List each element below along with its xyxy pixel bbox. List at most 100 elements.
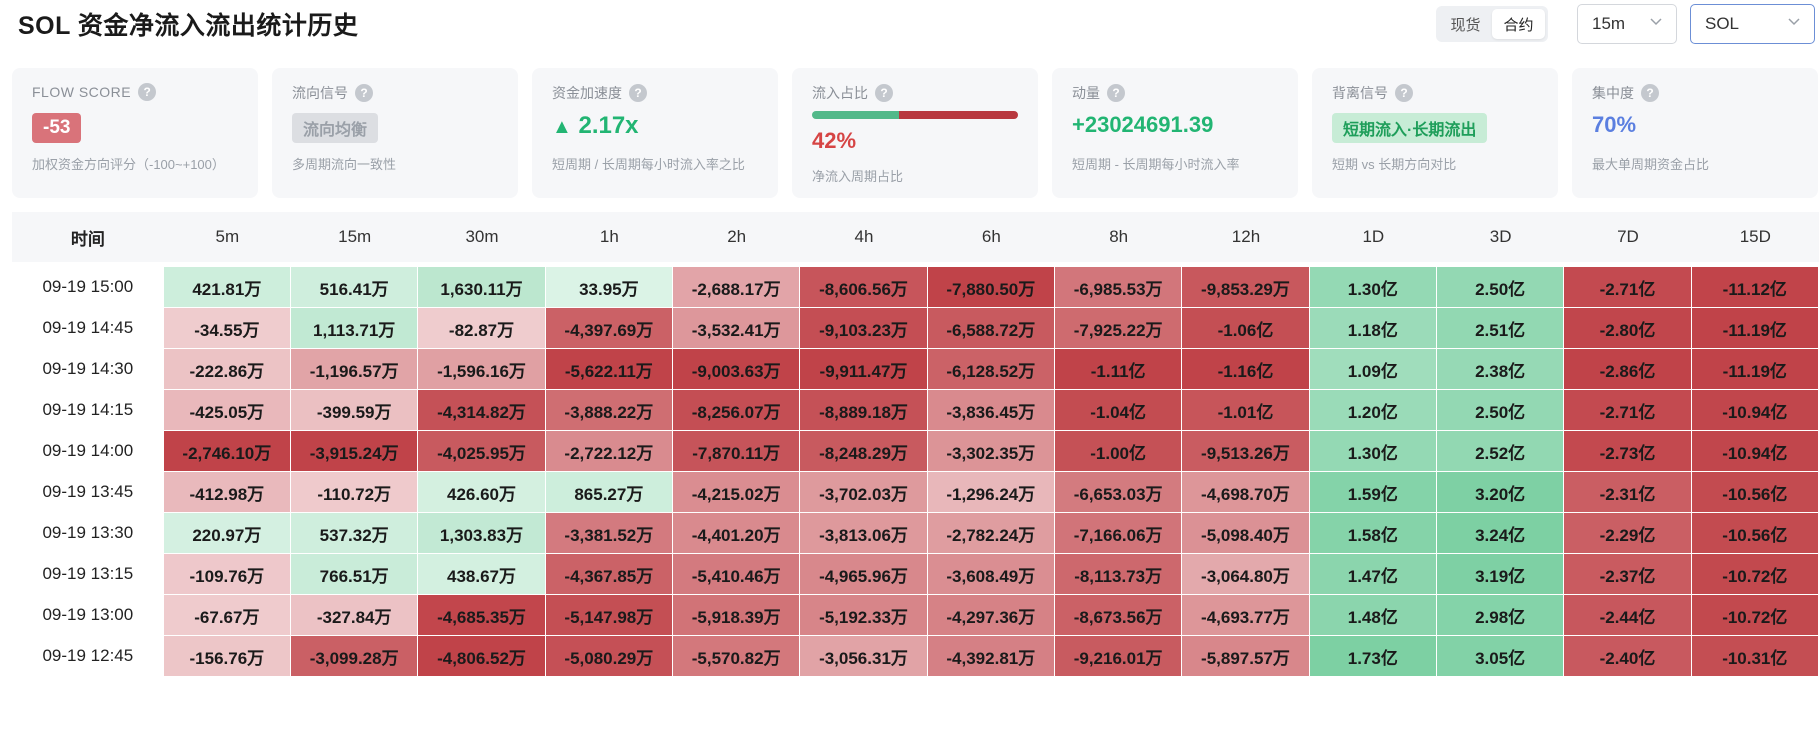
flow-cell-6h: -3,836.45万 bbox=[927, 390, 1054, 430]
flow-cell-5m: -156.76万 bbox=[163, 636, 291, 676]
flow-cell-15d: -11.19亿 bbox=[1691, 349, 1818, 389]
row-time: 09-19 13:15 bbox=[42, 564, 134, 583]
help-icon[interactable]: ? bbox=[138, 83, 157, 101]
symbol-select[interactable]: SOL bbox=[1690, 4, 1815, 44]
momentum-label: 动量 bbox=[1072, 85, 1100, 101]
help-icon[interactable]: ? bbox=[875, 84, 893, 102]
flow-score-sub: 加权资金方向评分（-100~+100） bbox=[32, 157, 225, 172]
column-header-8h[interactable]: 8h bbox=[1109, 227, 1129, 246]
symbol-select-value: SOL bbox=[1705, 14, 1740, 33]
flow-score-label: FLOW SCORE bbox=[32, 84, 132, 100]
flow-cell-7d: -2.44亿 bbox=[1564, 595, 1691, 635]
flow-cell-12h: -1.16亿 bbox=[1182, 349, 1309, 389]
help-icon[interactable]: ? bbox=[629, 84, 647, 102]
inflow-ratio-sub: 净流入周期占比 bbox=[812, 169, 904, 184]
flow-cell-15d: -10.94亿 bbox=[1691, 390, 1818, 430]
flow-cell-2h: -8,256.07万 bbox=[673, 390, 800, 430]
column-header-15m[interactable]: 15m bbox=[338, 227, 372, 246]
flow-cell-1h: -2,722.12万 bbox=[545, 431, 672, 471]
table-row: 09-19 14:45 -34.55万 1,113.71万 -82.87万 -4,397… bbox=[12, 308, 1819, 348]
flow-cell-15d: -10.56亿 bbox=[1691, 513, 1818, 553]
column-header-12h[interactable]: 12h bbox=[1231, 227, 1261, 246]
outflow-ratio-fill bbox=[898, 111, 1018, 119]
flow-cell-6h: -6,128.52万 bbox=[927, 349, 1054, 389]
flow-cell-4h: -8,606.56万 bbox=[800, 267, 927, 307]
column-header-4h[interactable]: 4h bbox=[854, 227, 874, 246]
flow-cell-3d: 2.38亿 bbox=[1436, 349, 1564, 389]
momentum-sub: 短周期 - 长周期每小时流入率 bbox=[1072, 157, 1240, 172]
flow-cell-1d: 1.73亿 bbox=[1309, 636, 1436, 676]
concentration-sub: 最大单周期资金占比 bbox=[1592, 157, 1710, 172]
column-header-3d[interactable]: 3D bbox=[1489, 227, 1512, 246]
row-time: 09-19 13:00 bbox=[42, 605, 134, 624]
flow-cell-8h: -7,166.06万 bbox=[1054, 513, 1182, 553]
help-icon[interactable]: ? bbox=[1395, 84, 1413, 102]
flow-cell-7d: -2.86亿 bbox=[1564, 349, 1691, 389]
tab-spot[interactable]: 现货 bbox=[1450, 16, 1481, 34]
column-header-1d[interactable]: 1D bbox=[1362, 227, 1385, 246]
page-title: SOL 资金净流入流出统计历史 bbox=[18, 12, 359, 40]
help-icon[interactable]: ? bbox=[1107, 84, 1125, 102]
flow-cell-6h: -3,302.35万 bbox=[927, 431, 1054, 471]
flow-cell-4h: -5,192.33万 bbox=[800, 595, 927, 635]
flow-cell-8h: -8,113.73万 bbox=[1054, 554, 1182, 594]
flow-cell-3d: 2.98亿 bbox=[1436, 595, 1564, 635]
table-row: 09-19 13:30 220.97万 537.32万 1,303.83万 -3,381… bbox=[12, 513, 1819, 553]
inflow-ratio-bar bbox=[812, 111, 1018, 119]
flow-cell-4h: -3,702.03万 bbox=[800, 472, 927, 512]
tab-futures[interactable]: 合约 bbox=[1492, 9, 1545, 39]
row-time: 09-19 12:45 bbox=[42, 646, 134, 665]
column-header-7d[interactable]: 7D bbox=[1617, 227, 1639, 246]
market-type-switch: 现货 合约 bbox=[1436, 6, 1548, 42]
column-header-5m[interactable]: 5m bbox=[215, 227, 240, 246]
flow-cell-5m: -425.05万 bbox=[163, 390, 291, 430]
flow-cell-1d: 1.30亿 bbox=[1309, 267, 1436, 307]
flow-cell-3d: 3.24亿 bbox=[1436, 513, 1564, 553]
flow-cell-2h: -4,215.02万 bbox=[673, 472, 800, 512]
column-header-2h[interactable]: 2h bbox=[727, 227, 747, 246]
help-icon[interactable]: ? bbox=[355, 84, 373, 102]
flow-cell-1h: -3,888.22万 bbox=[545, 390, 672, 430]
flow-cell-8h: -6,653.03万 bbox=[1054, 472, 1182, 512]
flow-cell-4h: -4,965.96万 bbox=[800, 554, 927, 594]
flow-cell-30m: 1,303.83万 bbox=[418, 513, 545, 553]
row-time: 09-19 14:45 bbox=[42, 318, 134, 337]
top-bar: SOL 资金净流入流出统计历史 现货 合约 15m SOL bbox=[0, 0, 1819, 62]
help-icon[interactable]: ? bbox=[1641, 84, 1659, 102]
flow-cell-15m: -399.59万 bbox=[291, 390, 418, 430]
acceleration-sub: 短周期 / 长周期每小时流入率之比 bbox=[552, 157, 745, 172]
flow-cell-7d: -2.37亿 bbox=[1564, 554, 1691, 594]
flow-cell-8h: -7,925.22万 bbox=[1054, 308, 1182, 348]
acceleration-value: 2.17x bbox=[578, 112, 639, 139]
column-header-15d[interactable]: 15D bbox=[1739, 227, 1771, 246]
table-row: 09-19 14:30 -222.86万 -1,196.57万 -1,596.16万 -… bbox=[12, 349, 1819, 389]
column-header-6h[interactable]: 6h bbox=[981, 227, 1001, 246]
flow-cell-1h: 865.27万 bbox=[545, 472, 672, 512]
flow-cell-1h: -5,622.11万 bbox=[545, 349, 672, 389]
flow-cell-6h: -4,297.36万 bbox=[927, 595, 1054, 635]
flow-cell-30m: -1,596.16万 bbox=[418, 349, 545, 389]
column-header-30m[interactable]: 30m bbox=[465, 227, 499, 246]
flow-signal-label: 流向信号 bbox=[292, 85, 348, 101]
momentum-value: +23024691.39 bbox=[1072, 112, 1214, 137]
flow-cell-1d: 1.30亿 bbox=[1309, 431, 1436, 471]
flow-cell-2h: -7,870.11万 bbox=[673, 431, 800, 471]
flow-cell-8h: -1.11亿 bbox=[1054, 349, 1182, 389]
flow-cell-15d: -11.19亿 bbox=[1691, 308, 1818, 348]
interval-select[interactable]: 15m bbox=[1577, 4, 1677, 44]
momentum-card: 动量 ? +23024691.39 短周期 - 长周期每小时流入率 bbox=[1052, 68, 1298, 198]
flow-cell-7d: -2.31亿 bbox=[1564, 472, 1691, 512]
flow-cell-2h: -5,410.46万 bbox=[673, 554, 800, 594]
inflow-ratio-card: 流入占比 ? 42% 净流入周期占比 bbox=[792, 68, 1038, 198]
chevron-down-icon bbox=[1788, 18, 1800, 26]
flow-cell-15d: -10.72亿 bbox=[1691, 554, 1818, 594]
divergence-card: 背离信号 ? 短期流入·长期流出 短期 vs 长期方向对比 bbox=[1312, 68, 1558, 198]
flow-cell-30m: 438.67万 bbox=[418, 554, 545, 594]
flow-cell-2h: -2,688.17万 bbox=[673, 267, 800, 307]
table-row: 09-19 14:15 -425.05万 -399.59万 -4,314.82万 -3,… bbox=[12, 390, 1819, 430]
column-header-1h[interactable]: 1h bbox=[599, 227, 619, 246]
flow-cell-2h: -4,401.20万 bbox=[673, 513, 800, 553]
row-time: 09-19 13:45 bbox=[42, 482, 134, 501]
flow-cell-4h: -8,248.29万 bbox=[800, 431, 927, 471]
flow-cell-15m: 537.32万 bbox=[291, 513, 418, 553]
